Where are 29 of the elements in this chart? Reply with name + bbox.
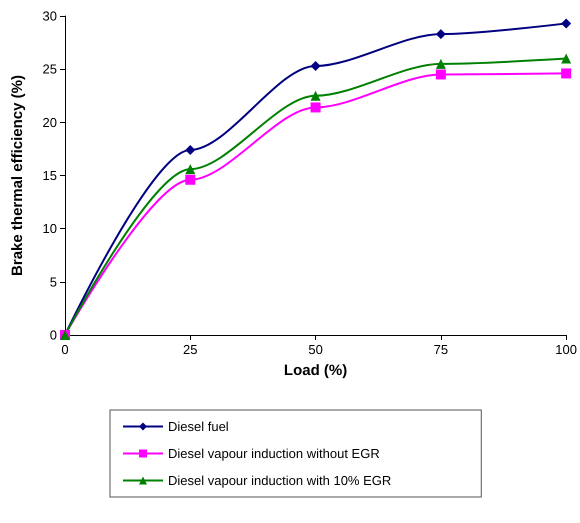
x-tick-label: 50 xyxy=(308,342,323,357)
y-tick-label: 25 xyxy=(42,62,57,77)
legend-label: Diesel vapour induction with 10% EGR xyxy=(168,473,392,488)
x-tick-label: 0 xyxy=(61,342,69,357)
point xyxy=(561,54,572,64)
point xyxy=(436,69,446,80)
y-tick-label: 20 xyxy=(42,114,57,130)
y-tick-label: 10 xyxy=(42,221,57,236)
legend-label: Diesel fuel xyxy=(168,419,229,434)
point xyxy=(310,102,321,112)
y-tick-label: 30 xyxy=(42,8,57,24)
x-tick-label: 100 xyxy=(555,342,578,357)
y-axis-title: Brake thermal efficiency (%) xyxy=(9,75,26,276)
x-tick-label: 75 xyxy=(434,342,448,357)
point xyxy=(185,174,196,185)
point xyxy=(436,29,446,40)
point xyxy=(561,68,572,78)
point xyxy=(185,144,196,155)
point xyxy=(185,164,196,174)
point xyxy=(436,58,446,69)
x-axis-title: Load (%) xyxy=(284,362,348,379)
y-tick-label: 5 xyxy=(50,274,57,290)
y-tick-label: 0 xyxy=(50,328,57,342)
point xyxy=(561,18,572,28)
x-tick-label: 25 xyxy=(183,342,198,357)
legend-label: Diesel vapour induction without EGR xyxy=(168,446,380,461)
point xyxy=(310,60,321,71)
point xyxy=(310,90,321,101)
y-tick-label: 15 xyxy=(42,168,57,183)
